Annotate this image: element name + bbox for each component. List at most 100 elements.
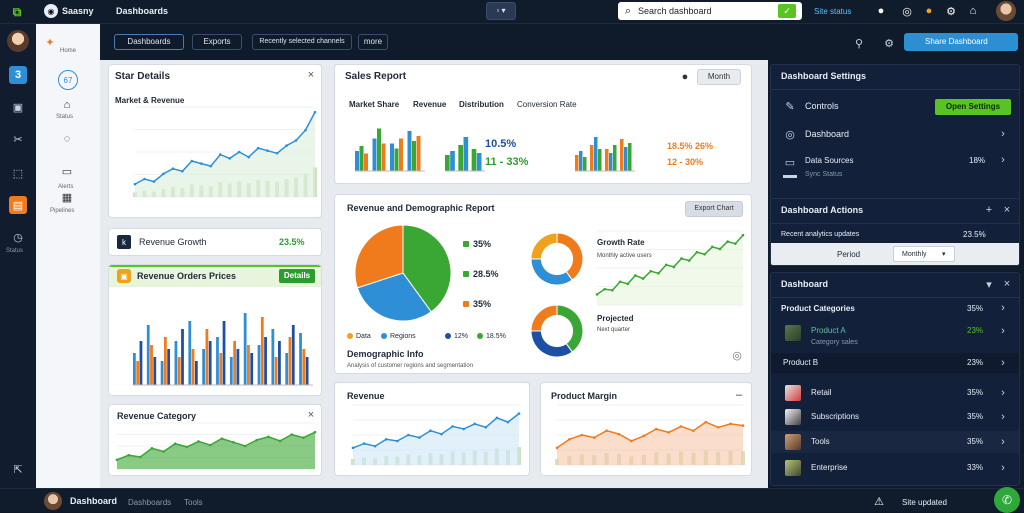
orders-title: Revenue Orders Prices bbox=[137, 271, 237, 281]
list-item[interactable]: Tools 35% › bbox=[771, 431, 1019, 453]
profile-avatar[interactable] bbox=[7, 30, 29, 52]
sub-nav-pipelines[interactable]: Pipelines bbox=[50, 208, 75, 214]
chevron-right-icon[interactable]: › bbox=[1001, 302, 1005, 314]
overview-settings-icon[interactable]: ● bbox=[681, 71, 689, 83]
data-point bbox=[362, 442, 366, 445]
sub-nav-status[interactable]: Status bbox=[56, 114, 74, 120]
info-icon[interactable]: ◎ bbox=[732, 349, 742, 362]
top-bar: ⧉ ◉ Saasny Dashboards ▫ ▾ ⌕ Search dashb… bbox=[0, 0, 1024, 24]
bottom-link-tools[interactable]: Tools bbox=[184, 498, 203, 507]
tab-conversion[interactable]: Conversion Rate bbox=[517, 100, 577, 109]
sub-nav-home[interactable]: Home bbox=[60, 48, 77, 54]
pin-icon[interactable]: ⚲ bbox=[854, 37, 864, 50]
toolbar-dashboards-button[interactable]: Dashboards bbox=[114, 34, 184, 50]
tab-distribution[interactable]: Distribution bbox=[459, 100, 504, 109]
list-item[interactable]: Product B 23% › bbox=[771, 353, 1019, 373]
notification-icon[interactable]: ● bbox=[877, 5, 885, 17]
search-icon: ⌕ bbox=[624, 4, 632, 17]
actions-close-icon[interactable]: × bbox=[1003, 204, 1011, 216]
chat-icon[interactable]: ◌ bbox=[63, 133, 71, 145]
lock-icon[interactable]: ⌂ bbox=[969, 5, 977, 17]
coin-icon[interactable]: ● bbox=[925, 5, 933, 17]
data-point bbox=[726, 240, 729, 243]
chat-bubble-icon[interactable]: ✆ bbox=[994, 487, 1020, 513]
dashboard-icon[interactable]: 3 bbox=[9, 66, 27, 84]
list-item[interactable]: Enterprise 33% › bbox=[771, 457, 1019, 479]
toolbar-exports-button[interactable]: Exports bbox=[192, 34, 242, 50]
bottom-card-a: Revenue bbox=[334, 382, 530, 476]
orders-header bbox=[109, 265, 321, 287]
chart-bar bbox=[624, 147, 628, 171]
search-box[interactable]: ⌕ Search dashboard ✓ bbox=[618, 2, 802, 20]
share-dashboard-button[interactable]: Share Dashboard bbox=[904, 33, 1018, 51]
overview-month-button[interactable]: Month bbox=[697, 69, 741, 85]
data-point bbox=[704, 420, 708, 424]
tab-revenue[interactable]: Revenue bbox=[413, 100, 447, 109]
sub-nav-alerts[interactable]: Alerts bbox=[58, 184, 74, 190]
export-chart-button[interactable]: Export Chart bbox=[685, 201, 743, 217]
chart-bar bbox=[299, 333, 302, 385]
dashboard-row-chevron-icon[interactable]: › bbox=[1001, 128, 1005, 140]
dashboard-list-chevron-icon[interactable]: ▾ bbox=[986, 278, 992, 291]
archive-icon[interactable]: ▭ bbox=[61, 165, 73, 178]
dashboard-list-header: Dashboard bbox=[781, 279, 829, 289]
data-point bbox=[718, 247, 722, 251]
chart-bar bbox=[359, 146, 364, 171]
list-item[interactable]: Subscriptions 35% › bbox=[771, 407, 1019, 427]
view-dropdown[interactable]: ▫ ▾ bbox=[486, 2, 516, 20]
data-sources-chevron-icon[interactable]: › bbox=[1001, 154, 1005, 166]
data-point bbox=[190, 159, 194, 163]
layout-icon[interactable]: ▣ bbox=[12, 101, 24, 114]
data-point bbox=[687, 259, 691, 262]
list-item[interactable]: Retail 35% › bbox=[771, 383, 1019, 403]
bottom-b-close-icon[interactable]: – bbox=[735, 389, 743, 401]
actions-add-icon[interactable]: + bbox=[985, 204, 993, 216]
chart-bar bbox=[364, 153, 368, 171]
open-settings-button[interactable]: Open Settings bbox=[935, 99, 1011, 115]
chart-bar bbox=[598, 149, 602, 171]
data-point bbox=[243, 444, 247, 448]
inbox-icon[interactable]: ▦ bbox=[61, 191, 73, 204]
sync-status: Sync Status bbox=[805, 171, 843, 178]
tools-icon[interactable]: ✂ bbox=[13, 133, 23, 146]
toolbar: Dashboards Exports Recently selected cha… bbox=[100, 24, 768, 60]
bottom-avatar[interactable] bbox=[44, 492, 62, 510]
help-icon[interactable]: ◎ bbox=[902, 5, 912, 18]
overview-stat1-sub: 11 - 33% bbox=[485, 156, 529, 168]
bottom-b-title: Product Margin bbox=[551, 391, 618, 401]
series-area bbox=[135, 112, 315, 197]
area-title: Revenue Category bbox=[117, 411, 197, 421]
small-area-chart bbox=[115, 422, 317, 470]
bottom-link-dashboards[interactable]: Dashboards bbox=[128, 498, 172, 507]
target-icon[interactable]: 67 bbox=[58, 70, 78, 90]
series-area bbox=[117, 432, 315, 469]
filter-icon[interactable]: ✓ bbox=[778, 4, 796, 18]
list-item[interactable]: Product A Category sales 23% › bbox=[771, 321, 1019, 349]
home-icon[interactable]: ⌂ bbox=[63, 99, 71, 111]
folder-icon[interactable]: ▤ bbox=[9, 196, 27, 214]
close-icon[interactable]: × bbox=[307, 69, 315, 81]
toolbar-more-button[interactable]: more bbox=[358, 34, 388, 50]
user-avatar[interactable] bbox=[996, 1, 1016, 21]
tab-market-share[interactable]: Market Share bbox=[349, 100, 400, 109]
period-select[interactable]: Monthly ▾ bbox=[893, 246, 955, 262]
data-point bbox=[617, 432, 621, 436]
data-point bbox=[294, 139, 298, 142]
dashboard-list-close-icon[interactable]: × bbox=[1003, 278, 1011, 290]
data-point bbox=[555, 446, 559, 450]
toolbar-channels-button[interactable]: Recently selected channels bbox=[252, 34, 352, 50]
orders-details-button[interactable]: Details bbox=[279, 269, 315, 283]
chart-bar bbox=[133, 353, 136, 385]
settings-icon[interactable]: ⚙ bbox=[946, 5, 956, 18]
chart-bar bbox=[372, 138, 377, 171]
box-icon[interactable]: ⬚ bbox=[12, 167, 24, 180]
gear-icon[interactable]: ⚙ bbox=[884, 37, 894, 50]
orders-card: ▣ Revenue Orders Prices Details bbox=[108, 264, 322, 396]
bottom-bar: Dashboard Dashboards Tools ⚠ Site update… bbox=[0, 487, 1024, 513]
compass-icon[interactable]: ◷ bbox=[13, 231, 23, 244]
export-icon[interactable]: ⇱ bbox=[13, 463, 23, 476]
page-title: Dashboards bbox=[116, 6, 169, 16]
area-close-icon[interactable]: × bbox=[307, 409, 315, 421]
alert-icon[interactable]: ⚠ bbox=[874, 495, 884, 508]
legend-label: 35% bbox=[473, 299, 492, 309]
